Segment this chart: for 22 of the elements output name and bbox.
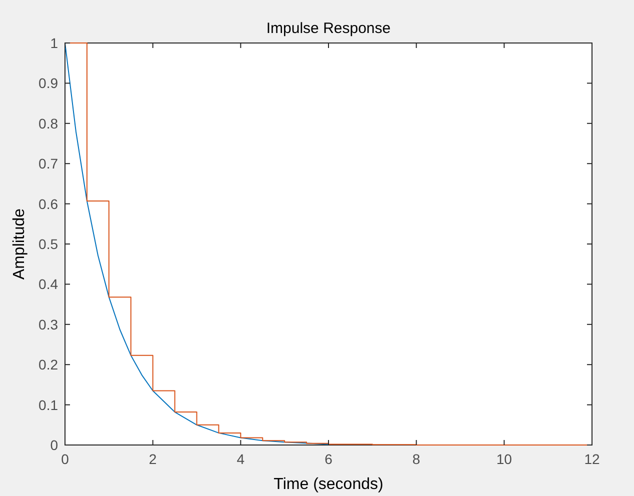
x-tick-label: 2 (148, 451, 157, 467)
x-tick-label: 6 (324, 451, 333, 467)
x-tick-label: 8 (412, 451, 420, 467)
y-tick-label: 0.6 (38, 196, 58, 212)
y-tick-label: 0.3 (38, 316, 58, 332)
y-tick-label: 0.9 (38, 75, 58, 92)
x-tick-label: 4 (236, 451, 245, 467)
y-tick-label: 0.7 (38, 156, 58, 172)
x-tick-label: 12 (584, 451, 600, 467)
y-tick-label: 1 (50, 35, 58, 51)
x-tick-label: 10 (496, 451, 512, 467)
y-tick-label: 0 (50, 437, 58, 453)
y-tick-label: 0.4 (38, 276, 58, 292)
y-tick-label: 0.8 (38, 115, 58, 132)
y-axis-title: Amplitude (11, 208, 28, 280)
chart-title: Impulse Response (266, 20, 391, 37)
x-axis-title: Time (seconds) (274, 476, 384, 493)
y-tick-label: 0.1 (38, 396, 58, 413)
line-series (64, 42, 329, 445)
y-tick-label: 0.5 (38, 236, 58, 252)
x-tick-label: 0 (61, 451, 70, 467)
y-tick-label: 0.2 (38, 356, 58, 373)
